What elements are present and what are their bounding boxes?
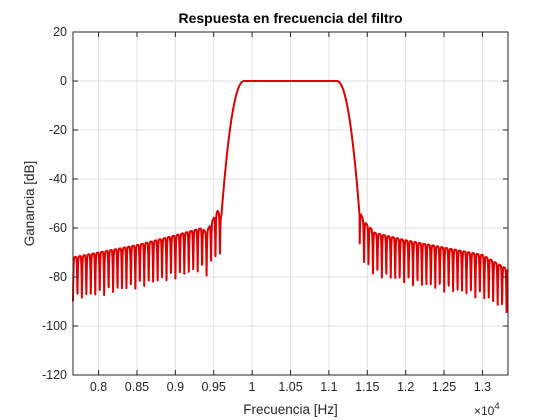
y-tick-label: -60 <box>49 221 67 235</box>
y-tick-label: -80 <box>49 270 67 284</box>
axis-ticks: 0.8 0.85 0.9 0.95 1 1.05 1.1 1.15 1.2 1.25 1.3 20 0 -… <box>42 25 508 394</box>
x-tick-label: 0.85 <box>125 380 149 394</box>
x-axis-multiplier-exponent: 4 <box>494 401 499 412</box>
x-axis-label: Frecuencia [Hz] <box>243 402 338 417</box>
chart-title: Respuesta en frecuencia del filtro <box>178 10 402 26</box>
x-tick-label: 0.95 <box>202 380 226 394</box>
x-tick-label: 1.25 <box>432 380 456 394</box>
y-tick-label: 20 <box>53 25 67 39</box>
x-tick-label: 1.3 <box>474 380 491 394</box>
y-tick-label: -120 <box>42 368 67 382</box>
x-axis-multiplier-base: ×10 <box>474 404 495 418</box>
x-tick-label: 0.8 <box>90 380 107 394</box>
x-tick-label: 1.15 <box>355 380 379 394</box>
x-tick-label: 0.9 <box>167 380 184 394</box>
y-tick-label: -20 <box>49 123 67 137</box>
y-axis-label: Ganancia [dB] <box>22 161 37 247</box>
x-axis-multiplier: ×104 <box>474 401 500 418</box>
grid-lines <box>73 31 508 376</box>
x-tick-label: 1.2 <box>397 380 414 394</box>
x-tick-label: 1 <box>249 380 256 394</box>
series-line-frequency-response <box>72 80 509 314</box>
y-tick-label: 0 <box>60 74 67 88</box>
plot-area <box>72 80 509 314</box>
x-tick-label: 1.05 <box>278 380 302 394</box>
y-tick-label: -100 <box>42 319 67 333</box>
y-tick-label: -40 <box>49 172 67 186</box>
x-tick-label: 1.1 <box>320 380 337 394</box>
